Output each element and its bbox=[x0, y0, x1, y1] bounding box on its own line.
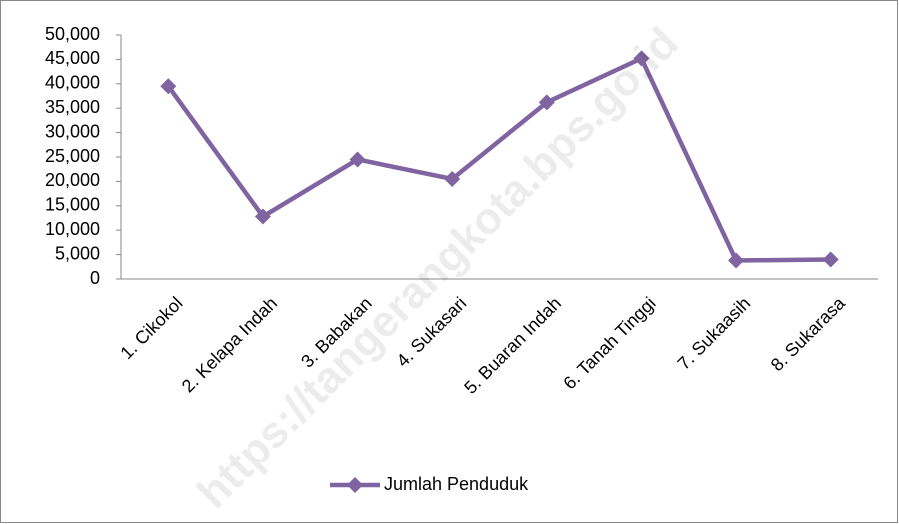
y-tick-label: 45,000 bbox=[45, 48, 100, 68]
data-point bbox=[444, 170, 461, 187]
y-tick-label: 20,000 bbox=[45, 170, 100, 190]
data-point bbox=[160, 78, 177, 95]
y-tick-label: 25,000 bbox=[45, 146, 100, 166]
y-tick-label: 10,000 bbox=[45, 219, 100, 239]
y-tick-label: 35,000 bbox=[45, 97, 100, 117]
line-series bbox=[166, 56, 831, 263]
y-tick-label: 5,000 bbox=[55, 243, 100, 263]
data-point bbox=[728, 252, 745, 269]
data-point bbox=[254, 208, 271, 225]
legend-marker bbox=[347, 477, 363, 493]
data-point bbox=[538, 94, 555, 111]
y-tick-label: 30,000 bbox=[45, 121, 100, 141]
y-tick-label: 40,000 bbox=[45, 73, 100, 93]
data-point bbox=[349, 151, 366, 168]
data-point bbox=[633, 50, 650, 67]
y-tick-label: 15,000 bbox=[45, 195, 100, 215]
y-tick-label: 0 bbox=[90, 268, 100, 288]
data-point bbox=[822, 251, 839, 268]
legend-label: Jumlah Penduduk bbox=[384, 474, 529, 494]
y-tick-label: 50,000 bbox=[45, 24, 100, 44]
